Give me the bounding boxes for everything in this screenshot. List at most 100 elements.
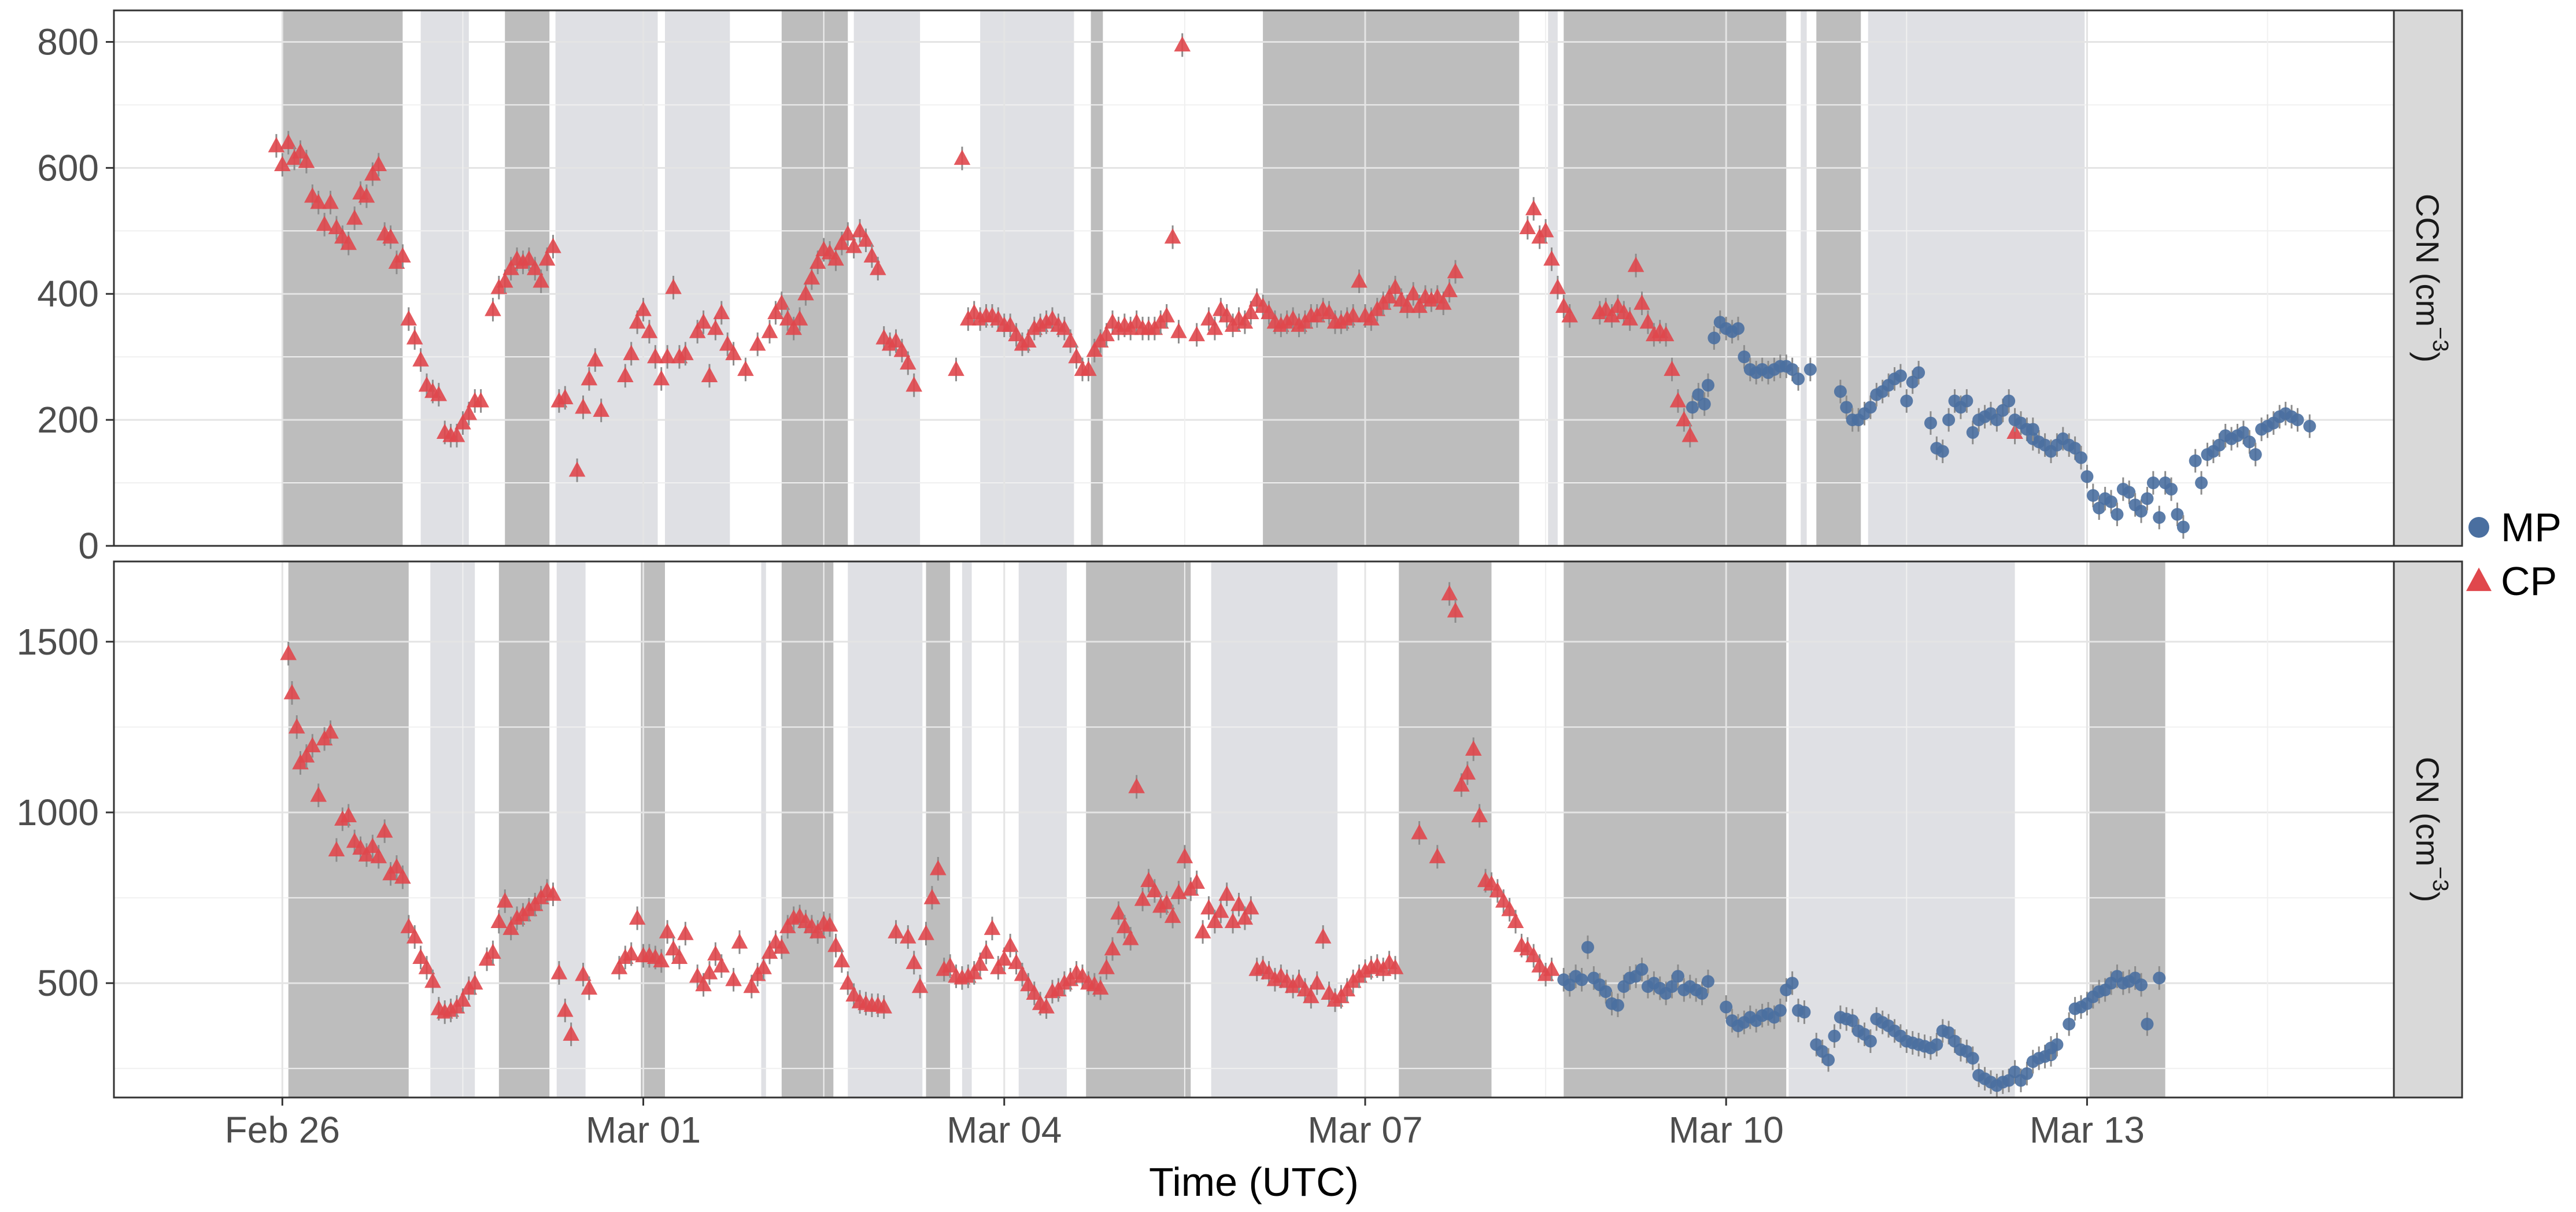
data-point-cp: [665, 279, 682, 294]
data-point-cp: [1543, 250, 1560, 266]
data-point-mp: [1990, 413, 2004, 427]
shade-band-light: [853, 10, 921, 546]
data-point-cp: [322, 723, 339, 739]
shade-band-dark: [288, 561, 409, 1098]
data-point-cp: [1525, 199, 1542, 216]
data-point-cp: [797, 284, 814, 301]
data-point-cp: [448, 427, 465, 442]
data-point-cp: [346, 209, 363, 225]
data-point-cp: [400, 918, 417, 933]
y-tick-label: 800: [37, 21, 99, 62]
data-point-cp: [906, 954, 922, 969]
data-point-cp: [978, 943, 995, 959]
panel-cn: 500 1000 1500 CN (cm−3): [17, 560, 2463, 1099]
shade-band-dark: [641, 561, 665, 1098]
shade-band-dark: [1564, 10, 1787, 546]
data-point-cp: [930, 860, 947, 875]
data-point-cp: [1080, 360, 1097, 376]
data-point-cp: [328, 219, 345, 234]
data-point-mp: [2153, 971, 2166, 985]
y-tick-label: 600: [37, 147, 99, 189]
data-point-cp: [1014, 966, 1031, 981]
data-point-cp: [647, 348, 664, 364]
data-point-cp: [990, 959, 1007, 974]
data-point-mp: [1996, 404, 2009, 417]
data-point-cp: [773, 938, 790, 954]
data-point-cp: [1206, 912, 1224, 929]
shade-band-dark: [498, 561, 550, 1098]
data-point-cp: [394, 247, 411, 263]
data-point-cp: [520, 250, 538, 266]
data-point-cp: [1098, 326, 1115, 342]
shade-band-light: [1868, 10, 2085, 546]
data-point-cp: [1453, 776, 1470, 792]
data-point-cp: [1116, 918, 1133, 933]
data-point-cp: [1146, 882, 1163, 897]
data-point-cp: [1435, 294, 1452, 310]
data-point-mp: [1936, 445, 1949, 458]
data-point-cp: [653, 952, 670, 967]
data-point-mp: [2026, 423, 2039, 436]
data-point-cp: [863, 247, 881, 263]
shade-band-dark: [781, 561, 834, 1098]
data-point-cp: [1519, 219, 1536, 234]
data-point-cp: [695, 313, 712, 329]
data-point-cp: [1507, 912, 1524, 929]
data-point-mp: [2086, 489, 2100, 502]
data-point-cp: [1531, 957, 1548, 973]
data-point-cp: [779, 310, 796, 326]
data-point-cp: [725, 345, 742, 360]
data-point-cp: [923, 889, 941, 904]
data-point-mp: [2176, 520, 2190, 534]
data-point-cp: [996, 950, 1013, 966]
data-point-cp: [1062, 332, 1079, 348]
data-point-cp: [1657, 326, 1675, 342]
data-point-cp: [785, 319, 802, 335]
data-point-mp: [1942, 413, 1956, 427]
data-point-cp: [1230, 896, 1247, 911]
data-point-mp: [1960, 394, 1973, 408]
data-point-cp: [1176, 848, 1193, 863]
data-point-cp: [749, 335, 766, 351]
data-point-cp: [984, 919, 1001, 935]
data-point-cp: [1020, 332, 1037, 348]
data-point-cp: [731, 933, 748, 949]
shade-band-light: [761, 561, 766, 1098]
data-point-cp: [340, 234, 357, 250]
shade-band-dark: [1564, 561, 1787, 1098]
data-point-mp: [2105, 495, 2118, 508]
data-point-cp: [761, 943, 778, 959]
strip-label-ccn: CCN (cm−3): [2410, 194, 2453, 363]
data-point-cp: [1218, 885, 1235, 901]
data-point-mp: [2291, 413, 2304, 427]
data-point-cp: [454, 414, 471, 430]
data-point-cp: [1447, 263, 1464, 279]
data-point-mp: [2189, 454, 2202, 467]
data-point-cp: [1441, 282, 1458, 297]
data-point-cp: [283, 684, 301, 700]
data-point-cp: [1098, 959, 1115, 974]
shade-band-light: [420, 10, 469, 546]
x-tick-label: Feb 26: [225, 1109, 340, 1151]
data-point-cp: [809, 253, 826, 269]
legend-label-mp: MP: [2501, 505, 2562, 550]
shade-band-light: [1548, 10, 1558, 546]
data-point-cp: [1188, 326, 1205, 342]
data-point-cp: [719, 335, 736, 351]
data-point-cp: [1170, 323, 1187, 338]
data-point-cp: [1206, 319, 1224, 335]
data-point-cp: [545, 238, 561, 253]
data-point-cp: [1363, 310, 1380, 326]
data-point-cp: [1339, 981, 1356, 997]
data-point-cp: [1549, 279, 1566, 294]
data-point-cp: [707, 945, 724, 961]
data-point-cp: [791, 310, 808, 326]
data-point-cp: [550, 964, 568, 980]
strip-ccn: CCN (cm−3): [2393, 9, 2463, 547]
x-tick-label: Mar 07: [1307, 1109, 1422, 1151]
y-tick-label: 500: [37, 962, 99, 1004]
data-point-cp: [454, 991, 471, 1007]
data-point-mp: [1599, 985, 1613, 998]
data-point-cp: [280, 645, 297, 660]
data-point-cp: [677, 345, 694, 360]
